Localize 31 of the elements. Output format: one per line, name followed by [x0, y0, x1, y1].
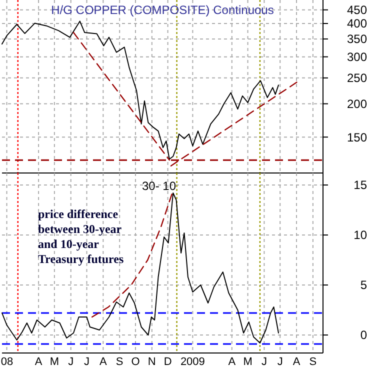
- x-tick-label: 2009: [180, 356, 205, 368]
- x-tick-label: N: [148, 356, 156, 368]
- x-tick-label: A: [228, 356, 236, 368]
- chart-title: H/G COPPER (COMPOSITE) Continuous: [51, 3, 274, 17]
- y-tick-label: 300: [346, 50, 368, 64]
- annotation: price difference between 30-year and 10-year Treasury futures: [38, 207, 124, 266]
- x-tick-label: O: [131, 356, 140, 368]
- y-tick-label: 5: [360, 278, 368, 292]
- y-tick-label: 450: [346, 3, 368, 18]
- x-tick-label: J: [261, 356, 267, 368]
- x-tick-label: D: [164, 356, 172, 368]
- y-tick-label: 200: [346, 96, 368, 111]
- x-tick-label: J: [84, 356, 90, 368]
- y-tick-label: 15: [354, 178, 368, 192]
- x-tick-label: M: [243, 356, 252, 368]
- x-tick-label: A: [34, 356, 43, 368]
- x-tick-label: A: [292, 356, 301, 368]
- x-tick-label: S: [309, 356, 317, 368]
- annotation: 30- 10: [142, 179, 176, 193]
- y-tick-label: 350: [346, 32, 368, 46]
- x-tick-label: S: [116, 356, 124, 368]
- x-tick-label: 08: [0, 356, 14, 368]
- x-tick-label: J: [68, 356, 74, 368]
- y-tick-label: 10: [354, 228, 368, 242]
- y-tick-label: 0: [360, 328, 368, 342]
- y-tick-label: 250: [346, 71, 368, 86]
- x-tick-label: M: [50, 356, 60, 368]
- x-tick-label: J: [277, 356, 283, 368]
- x-tick-label: A: [100, 356, 108, 368]
- y-tick-label: 150: [346, 130, 368, 144]
- y-tick-label: 400: [346, 16, 368, 31]
